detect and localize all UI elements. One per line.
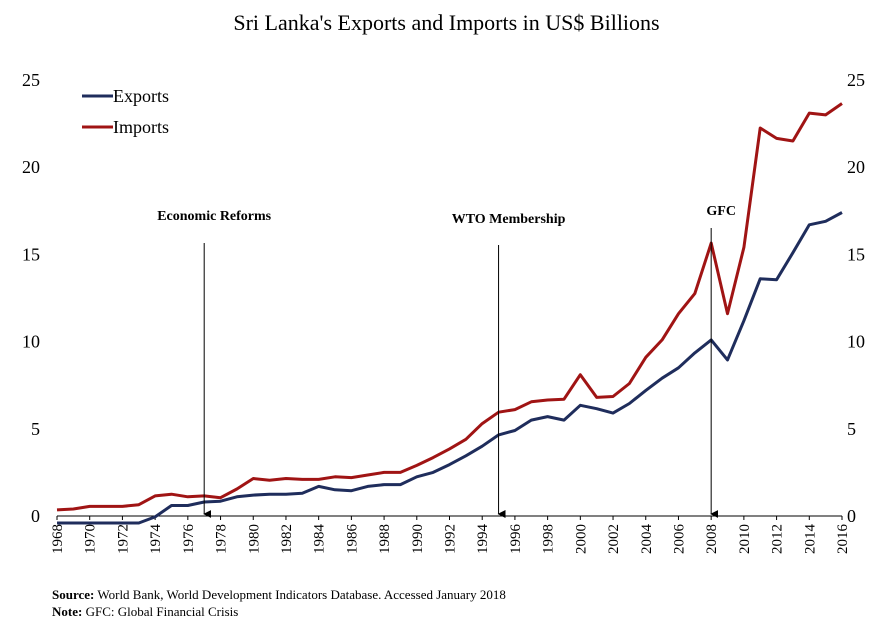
x-tick-label: 2010 (737, 524, 753, 554)
x-tick-label: 1980 (246, 524, 262, 554)
y-tick-label-left: 20 (22, 157, 40, 177)
x-tick-label: 2000 (573, 524, 589, 554)
x-tick-label: 1984 (312, 524, 328, 555)
series-line-imports (56, 102, 843, 512)
annotation-label: GFC (706, 204, 736, 219)
y-tick-label-right: 15 (847, 244, 865, 264)
y-tick-label-left: 15 (22, 244, 40, 264)
legend-label-imports: Imports (113, 117, 169, 137)
x-tick-label: 1972 (115, 524, 131, 554)
note-label: Note: (52, 604, 83, 619)
x-tick-label: 1996 (508, 524, 524, 555)
x-tick-label: 1978 (214, 524, 230, 554)
y-tick-label-right: 25 (847, 70, 865, 90)
series-line-exports (57, 211, 843, 525)
source-text: World Bank, World Development Indicators… (94, 587, 506, 602)
y-tick-label-right: 20 (847, 157, 865, 177)
x-tick-label: 1998 (541, 524, 557, 554)
source-label: Source: (52, 587, 95, 602)
x-tick-label: 1982 (279, 524, 295, 554)
x-tick-label: 1988 (377, 524, 393, 554)
chart-title: Sri Lanka's Exports and Imports in US$ B… (233, 10, 660, 35)
y-tick-label-left: 10 (22, 332, 40, 352)
legend-label-exports: Exports (113, 86, 169, 106)
source-note: Source: World Bank, World Development In… (52, 587, 506, 603)
y-tick-label-left: 0 (31, 506, 40, 526)
x-tick-label: 2004 (639, 524, 655, 555)
x-tick-label: 1990 (410, 524, 426, 554)
x-tick-label: 1994 (475, 524, 491, 555)
y-tick-label-left: 5 (31, 419, 40, 439)
x-tick-label: 1976 (181, 524, 197, 555)
y-tick-label-right: 0 (847, 506, 856, 526)
annotation-label: Economic Reforms (157, 209, 271, 224)
footnote: Note: GFC: Global Financial Crisis (52, 604, 238, 620)
y-tick-label-right: 5 (847, 419, 856, 439)
x-tick-label: 1974 (148, 524, 164, 555)
x-tick-label: 1986 (344, 524, 360, 555)
y-tick-label-right: 10 (847, 332, 865, 352)
x-tick-label: 2014 (802, 524, 818, 555)
x-tick-label: 2012 (770, 524, 786, 554)
x-tick-label: 1970 (83, 524, 99, 554)
x-tick-label: 2008 (704, 524, 720, 554)
x-tick-label: 2006 (671, 524, 687, 555)
x-tick-label: 2016 (835, 524, 851, 555)
x-tick-label: 1992 (443, 524, 459, 554)
annotation-label: WTO Membership (452, 212, 566, 227)
x-tick-label: 2002 (606, 524, 622, 554)
x-tick-label: 1968 (50, 524, 66, 554)
note-text: GFC: Global Financial Crisis (82, 604, 239, 619)
y-tick-label-left: 25 (22, 70, 40, 90)
